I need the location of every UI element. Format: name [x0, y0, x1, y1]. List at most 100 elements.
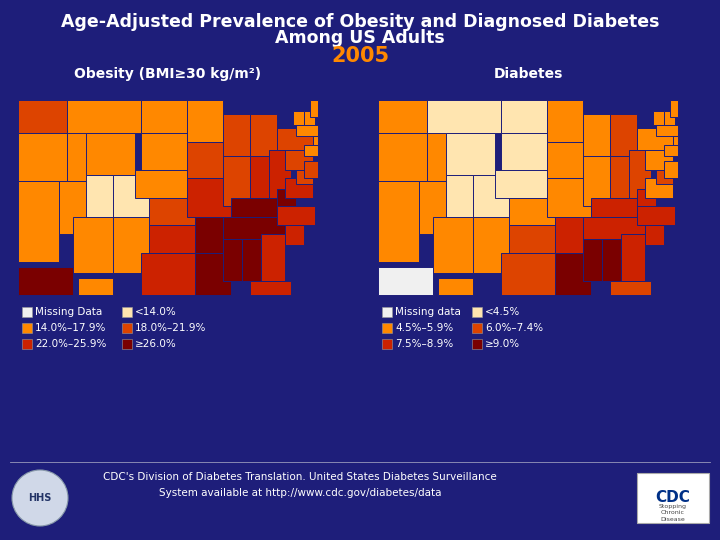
Bar	[582, 239, 602, 281]
FancyBboxPatch shape	[637, 473, 709, 523]
Text: Obesity (BMI≥30 kg/m²): Obesity (BMI≥30 kg/m²)	[74, 67, 261, 81]
Bar	[610, 156, 629, 198]
Bar	[582, 217, 645, 239]
Circle shape	[12, 470, 68, 526]
Bar	[59, 181, 86, 234]
Text: ≥9.0%: ≥9.0%	[485, 339, 520, 349]
Bar	[610, 281, 651, 295]
Bar	[187, 142, 230, 178]
Text: <14.0%: <14.0%	[135, 307, 176, 317]
Bar	[547, 142, 590, 178]
Bar	[250, 156, 269, 198]
Bar	[378, 133, 427, 181]
Bar	[222, 239, 242, 281]
Bar	[242, 239, 261, 281]
Bar	[654, 111, 665, 125]
Bar	[382, 323, 392, 333]
Text: 14.0%–17.9%: 14.0%–17.9%	[35, 323, 107, 333]
Text: 22.0%–25.9%: 22.0%–25.9%	[35, 339, 107, 349]
Bar	[285, 225, 305, 245]
Bar	[590, 198, 645, 217]
Bar	[18, 267, 73, 295]
Bar	[18, 133, 67, 181]
Bar	[509, 225, 564, 253]
Bar	[305, 161, 315, 175]
Text: Stopping
Chronic
Disease: Stopping Chronic Disease	[659, 504, 687, 522]
Text: 6.0%–7.4%: 6.0%–7.4%	[485, 323, 543, 333]
Bar	[500, 133, 547, 170]
Bar	[250, 281, 291, 295]
Text: CDC: CDC	[656, 490, 690, 505]
Bar	[67, 122, 94, 181]
Bar	[629, 150, 651, 198]
Bar	[122, 339, 132, 349]
Bar	[427, 122, 454, 181]
Bar	[582, 156, 610, 206]
Bar	[305, 111, 315, 125]
Bar	[500, 100, 547, 133]
Bar	[438, 278, 474, 295]
Text: Among US Adults: Among US Adults	[275, 29, 445, 47]
Text: <4.5%: <4.5%	[485, 307, 521, 317]
Bar	[140, 133, 187, 170]
Bar	[645, 225, 665, 245]
Bar	[305, 161, 318, 178]
Bar	[230, 198, 285, 217]
Text: 4.5%–5.9%: 4.5%–5.9%	[395, 323, 454, 333]
Bar	[18, 181, 59, 261]
Bar	[135, 170, 187, 198]
Bar	[277, 189, 296, 212]
Bar	[67, 100, 140, 133]
Bar	[433, 217, 482, 273]
Bar	[277, 128, 312, 150]
Bar	[472, 323, 482, 333]
Bar	[140, 253, 204, 295]
Bar	[378, 181, 419, 261]
Bar	[305, 145, 318, 156]
Bar	[149, 225, 204, 253]
Bar	[250, 114, 277, 156]
Text: 2005: 2005	[331, 46, 389, 66]
Bar	[555, 253, 590, 295]
Bar	[645, 178, 672, 198]
Bar	[637, 128, 672, 150]
Bar	[312, 136, 318, 145]
Bar	[670, 100, 678, 117]
Bar	[195, 253, 230, 295]
Bar	[296, 170, 312, 184]
Bar	[645, 150, 672, 170]
Bar	[294, 111, 305, 125]
Bar	[378, 100, 427, 133]
Bar	[582, 114, 610, 156]
Bar	[602, 239, 621, 281]
Text: 18.0%–21.9%: 18.0%–21.9%	[135, 323, 207, 333]
Text: CDC's Division of Diabetes Translation. United States Diabetes Surveillance
Syst: CDC's Division of Diabetes Translation. …	[103, 472, 497, 498]
Bar	[656, 170, 672, 184]
Bar	[427, 100, 500, 133]
Bar	[610, 114, 637, 156]
Bar	[73, 217, 122, 273]
Text: HHS: HHS	[28, 493, 52, 503]
Bar	[187, 178, 230, 217]
Bar	[22, 339, 32, 349]
Bar	[78, 278, 114, 295]
Bar	[296, 125, 318, 136]
Bar	[285, 150, 312, 170]
Bar	[665, 161, 675, 175]
Bar	[665, 145, 678, 156]
Text: 7.5%–8.9%: 7.5%–8.9%	[395, 339, 454, 349]
Bar	[122, 323, 132, 333]
Text: Age-Adjusted Prevalence of Obesity and Diagnosed Diabetes: Age-Adjusted Prevalence of Obesity and D…	[60, 13, 660, 31]
Bar	[86, 175, 114, 217]
Bar	[149, 198, 195, 225]
Bar	[637, 189, 656, 212]
Bar	[474, 175, 523, 217]
Bar	[18, 100, 318, 295]
Text: Missing Data: Missing Data	[35, 307, 102, 317]
Text: Diabetes: Diabetes	[493, 67, 563, 81]
Bar	[474, 217, 514, 273]
Bar	[378, 100, 678, 295]
Bar	[672, 136, 678, 145]
Bar	[22, 307, 32, 317]
Bar	[86, 133, 135, 175]
